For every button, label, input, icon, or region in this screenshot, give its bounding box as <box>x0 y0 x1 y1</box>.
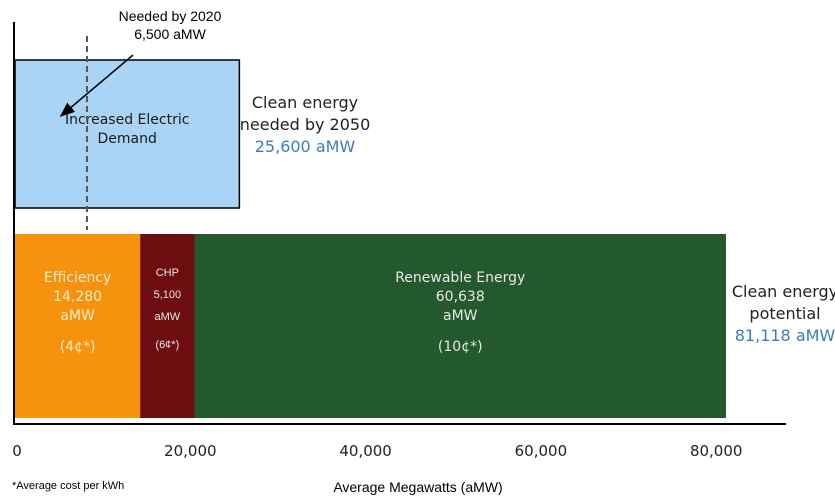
bar-segment-label: aMW <box>154 311 180 323</box>
x-axis-label: Average Megawatts (aMW) <box>333 479 502 495</box>
bar-segment-label: CHP <box>156 267 179 279</box>
bar-segment-label: Efficiency <box>44 270 111 286</box>
bar-segment <box>140 234 195 418</box>
bar-segment-label: Demand <box>98 131 157 147</box>
side-label: potential <box>749 304 820 323</box>
side-label: Clean energy <box>732 282 835 301</box>
ticks-layer: 0 20,000 40,000 60,000 80,000 <box>12 442 742 460</box>
footnote: *Average cost per kWh <box>12 480 124 492</box>
bar-segment <box>15 234 141 418</box>
bar-segment-label: (6¢*) <box>155 339 179 351</box>
x-tick-label: 60,000 <box>515 442 568 460</box>
bar-segment-label: aMW <box>443 308 478 324</box>
bar-segment-label: 60,638 <box>436 289 485 305</box>
bar-segment-label: 5,100 <box>154 289 182 301</box>
annotation-layer: Needed by 2020 6,500 aMW <box>59 8 222 230</box>
bar-segment-label: 14,280 <box>53 289 102 305</box>
bar-segment <box>194 234 726 418</box>
bar-segment <box>14 59 241 209</box>
x-tick-label: 80,000 <box>690 442 743 460</box>
bars-layer: Increased Electric Demand Clean energy need… <box>14 59 835 418</box>
side-label: Clean energy <box>252 93 358 112</box>
annotation-arrow <box>59 54 134 117</box>
side-label: needed by 2050 <box>240 115 371 134</box>
bar-segment-label: Increased Electric <box>65 112 189 128</box>
x-tick-label: 20,000 <box>164 442 217 460</box>
annotation-text: 6,500 aMW <box>134 26 206 42</box>
side-value: 81,118 aMW <box>735 326 835 345</box>
bar-segment-label: (10¢*) <box>438 339 483 355</box>
x-tick-label: 40,000 <box>339 442 392 460</box>
bar-segment-label: aMW <box>60 308 95 324</box>
bar-segment-label: (4¢*) <box>60 339 96 355</box>
axes-layer <box>13 22 786 425</box>
bar-segment-label: Renewable Energy <box>395 270 525 286</box>
side-value: 25,600 aMW <box>255 137 356 156</box>
annotation-text: Needed by 2020 <box>119 8 222 24</box>
x-tick-label: 0 <box>12 442 22 460</box>
